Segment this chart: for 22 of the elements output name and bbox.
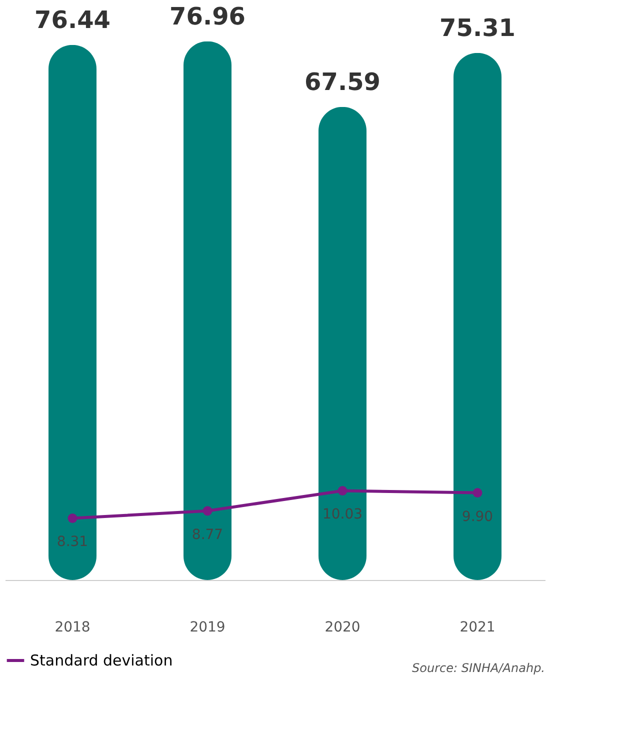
bar [454,52,502,580]
x-tick-label: 2019 [190,620,226,636]
legend-label: Standard deviation [30,652,173,670]
x-tick-label: 2018 [54,620,90,636]
x-tick-label: 2021 [460,620,496,636]
bar [48,44,96,580]
x-tick-label: 2020 [324,620,360,636]
point [338,486,348,496]
data-label: 67.59 [304,68,380,96]
bar [184,41,232,580]
data-label: 76.44 [34,6,110,34]
bar [318,106,366,580]
data-label: 9.90 [462,508,494,525]
data-label: 76.96 [170,2,246,30]
data-label: 8.77 [192,526,224,543]
point [202,506,212,516]
point [68,514,78,523]
point [472,488,482,498]
source-note: Source: SINHA/Anahp. [412,661,545,675]
data-label: 10.03 [322,506,363,523]
data-label: 8.31 [56,534,88,550]
data-label: 75.31 [440,14,516,42]
